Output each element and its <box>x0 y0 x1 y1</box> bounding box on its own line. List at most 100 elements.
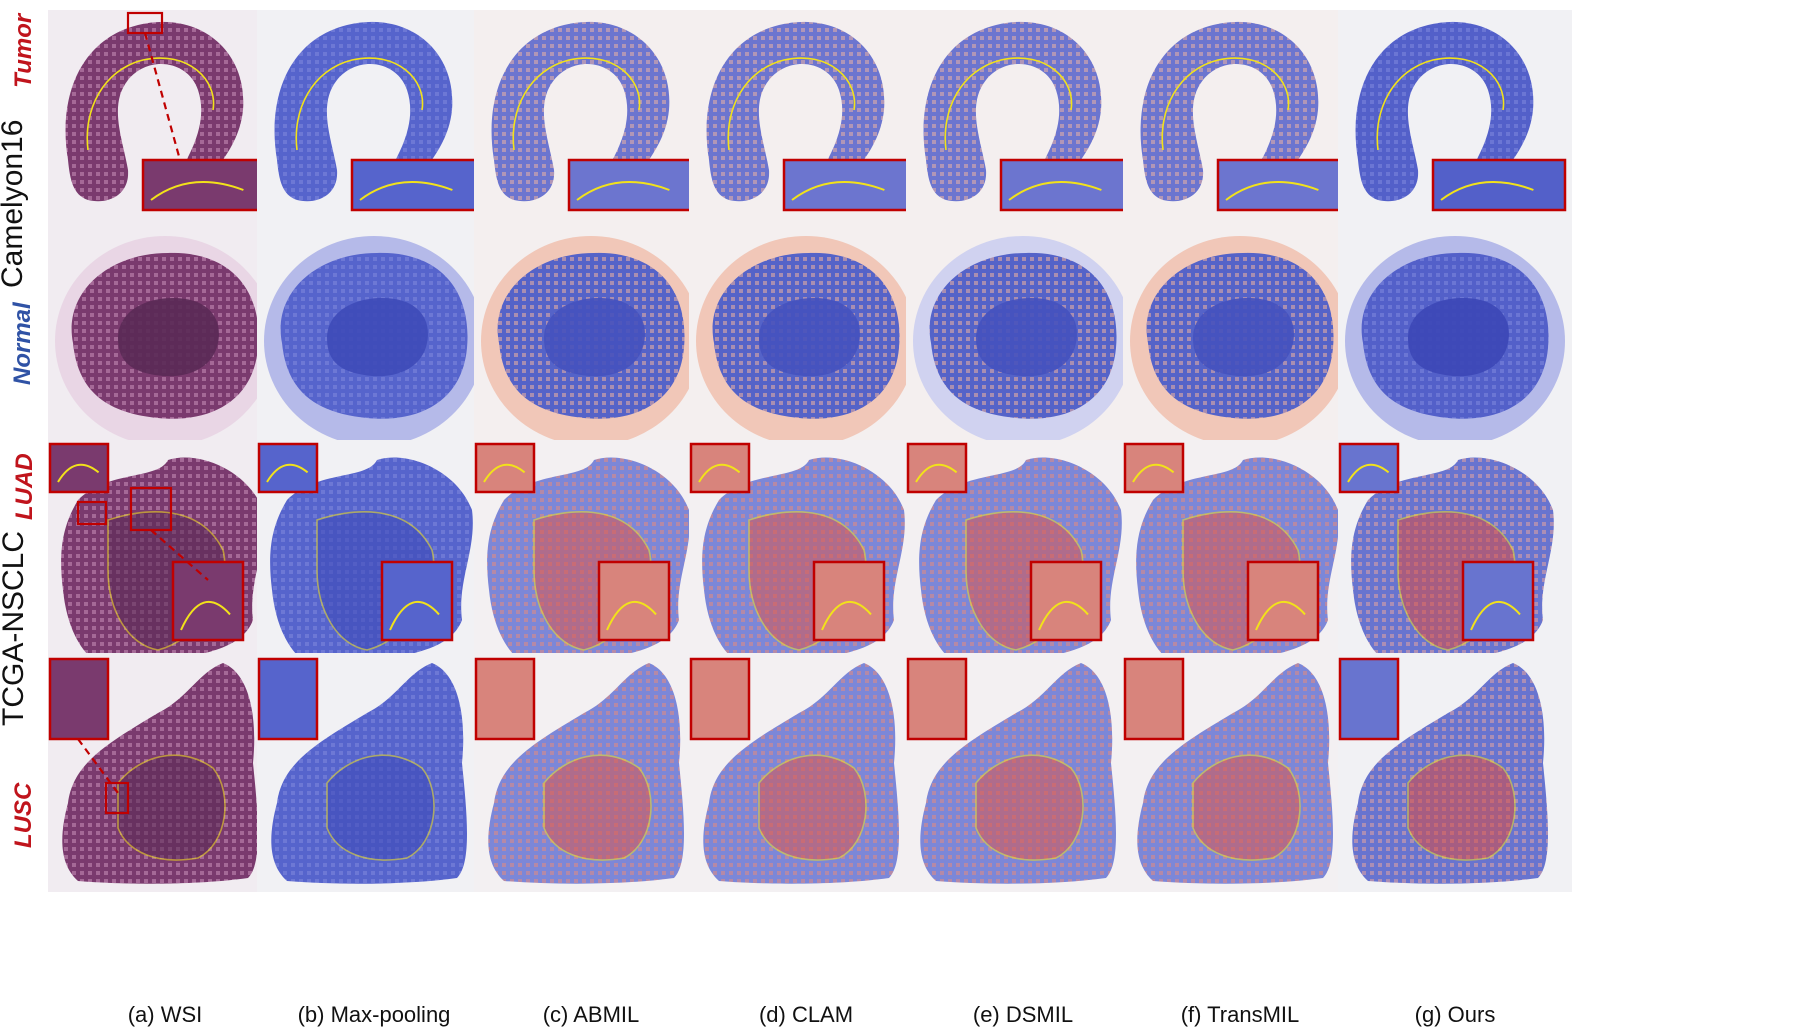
nsclc-lusc-clam-panel <box>689 653 923 892</box>
tissue-heatmap-image <box>706 21 918 212</box>
camelyon-normal-clam-panel <box>689 223 923 462</box>
camelyon-tumor-wsi-panel <box>48 10 282 249</box>
annotated-region <box>86 57 215 151</box>
tissue-heatmap-image <box>48 657 258 884</box>
nsclc-lusc-abmil-panel <box>474 653 708 892</box>
annotated-region <box>544 298 645 377</box>
tissue-heatmap-image <box>65 11 277 212</box>
zoom-inset <box>597 560 671 642</box>
tissue-heatmap-image <box>264 236 484 446</box>
column-caption-maxpool: (b) Max-pooling <box>297 1002 451 1027</box>
camelyon-tumor-abmil-panel <box>474 10 708 249</box>
zoom-inset <box>474 442 536 494</box>
annotated-region <box>512 57 641 151</box>
source-region-box <box>104 781 130 815</box>
zoom-inset <box>257 442 319 494</box>
zoom-inset <box>999 158 1135 212</box>
tissue-heatmap-image <box>48 442 264 671</box>
tissue-heatmap-image <box>1123 657 1333 884</box>
tissue-heatmap-image <box>1140 21 1352 212</box>
camelyon-tumor-clam-panel <box>689 10 923 249</box>
annotated-region <box>117 754 226 861</box>
tissue-heatmap-image <box>1345 236 1565 446</box>
tissue-region <box>1140 21 1319 202</box>
nsclc-luad-clam-panel <box>689 440 923 679</box>
tissue-region <box>706 21 885 202</box>
zoom-inset <box>689 657 751 741</box>
tissue-heatmap-image <box>689 442 905 671</box>
lusc-row-label: LUSC <box>10 782 37 848</box>
camelyon-tumor-dsmil-panel <box>906 10 1140 249</box>
tissue-heatmap-image <box>923 21 1135 212</box>
annotated-region <box>976 298 1077 377</box>
tissue-region <box>1355 21 1534 202</box>
zoom-inset <box>1246 560 1320 642</box>
column-caption-ours: (g) Ours <box>1414 1002 1496 1027</box>
annotated-region <box>326 754 435 861</box>
camelyon-tumor-transmil-panel <box>1123 10 1357 249</box>
camelyon-normal-maxpool-panel <box>257 223 491 462</box>
column-caption-clam: (d) CLAM <box>758 1002 854 1027</box>
tissue-heatmap-image <box>491 21 703 212</box>
zoom-inset <box>1123 657 1185 741</box>
nsclc-luad-abmil-panel <box>474 440 708 679</box>
nsclc-luad-maxpool-panel <box>257 440 491 679</box>
zoom-pointer-line <box>150 529 209 581</box>
tissue-heatmap-image <box>481 236 701 446</box>
column-caption-abmil: (c) ABMIL <box>542 1002 640 1027</box>
annotated-region <box>1376 57 1505 151</box>
column-caption-wsi: (a) WSI <box>127 1002 203 1027</box>
nsclc-luad-dsmil-panel <box>906 440 1140 679</box>
nsclc-lusc-dsmil-panel <box>906 653 1140 892</box>
zoom-inset <box>812 560 886 642</box>
column-caption-transmil: (f) TransMIL <box>1180 1002 1300 1027</box>
tissue-heatmap-image <box>274 21 486 212</box>
tissue-heatmap-image <box>1130 236 1350 446</box>
annotated-region <box>727 57 856 151</box>
annotated-region <box>1161 57 1290 151</box>
zoom-inset <box>782 158 918 212</box>
camelyon-normal-wsi-panel <box>48 223 282 462</box>
nsclc-luad-wsi-panel <box>48 440 282 679</box>
column-caption-dsmil: (e) DSMIL <box>972 1002 1074 1027</box>
tissue-heatmap-image <box>257 657 467 884</box>
annotated-region <box>759 298 860 377</box>
zoom-inset <box>1338 657 1400 741</box>
tissue-region <box>65 21 244 202</box>
zoom-inset <box>1461 560 1535 642</box>
annotated-region <box>1407 754 1516 861</box>
zoom-inset <box>1338 442 1400 494</box>
zoom-inset <box>1431 158 1567 212</box>
tissue-heatmap-image <box>906 657 1116 884</box>
annotated-region <box>118 298 219 377</box>
tissue-heatmap-image <box>55 236 275 446</box>
annotated-region <box>944 57 1073 151</box>
zoom-inset <box>48 442 110 494</box>
tissue-heatmap-image <box>1355 21 1567 212</box>
zoom-inset <box>906 442 968 494</box>
camelyon-tumor-maxpool-panel <box>257 10 491 249</box>
annotated-region <box>758 754 867 861</box>
tissue-heatmap-image <box>913 236 1133 446</box>
tissue-region <box>274 21 453 202</box>
zoom-inset <box>48 657 110 741</box>
annotated-region <box>1193 298 1294 377</box>
zoom-inset <box>1216 158 1352 212</box>
tissue-heatmap-image <box>474 657 684 884</box>
zoom-inset <box>906 657 968 741</box>
tissue-heatmap-image <box>689 657 899 884</box>
tissue-heatmap-image <box>257 442 473 671</box>
annotated-region <box>1192 754 1301 861</box>
tcga-nsclc-dataset-label: TCGA-NSCLC <box>0 530 30 726</box>
zoom-inset <box>1029 560 1103 642</box>
camelyon-normal-dsmil-panel <box>906 223 1140 462</box>
tissue-heatmap-image <box>1338 442 1554 671</box>
zoom-inset <box>689 442 751 494</box>
camelyon-normal-ours-panel <box>1338 223 1572 462</box>
tissue-heatmap-image <box>1123 442 1339 671</box>
tissue-heatmap-image <box>696 236 916 446</box>
zoom-inset <box>171 560 245 642</box>
nsclc-lusc-transmil-panel <box>1123 653 1357 892</box>
tissue-heatmap-image <box>474 442 690 671</box>
nsclc-lusc-wsi-panel <box>48 653 282 892</box>
